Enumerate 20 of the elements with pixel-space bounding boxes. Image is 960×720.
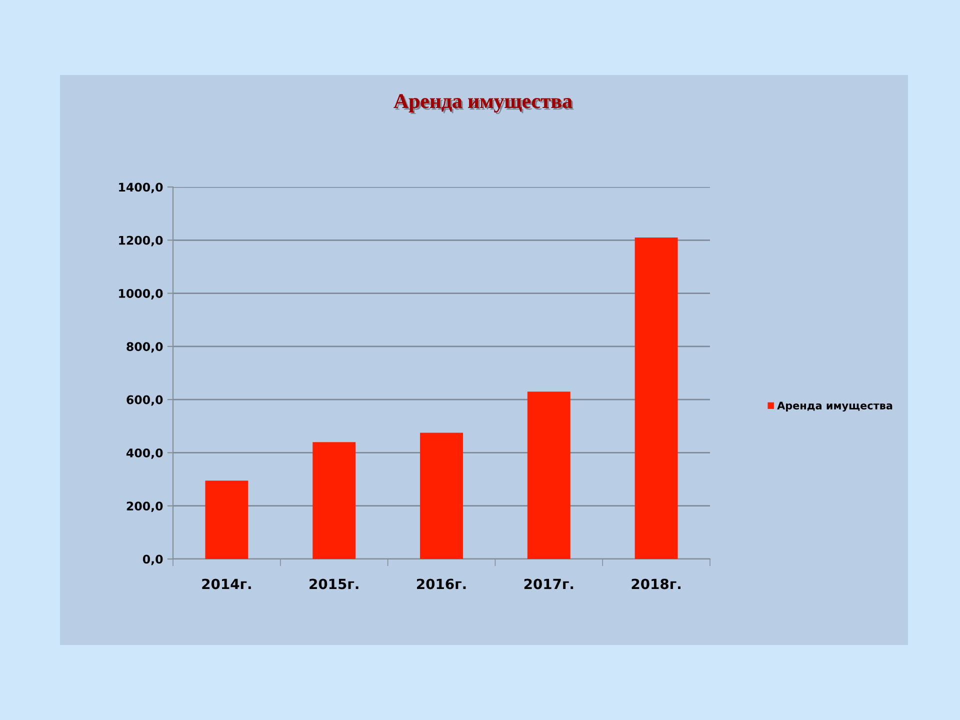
bar: [205, 480, 248, 559]
x-tick-label: 2014г.: [202, 578, 251, 590]
x-tick-label: 2018г.: [632, 578, 680, 590]
y-tick-label: 200,0: [126, 502, 163, 512]
x-tick-label: 2017г.: [524, 578, 574, 590]
y-tick-label: 1200,0: [119, 236, 163, 246]
x-tick-label: 2015г.: [310, 578, 358, 590]
y-tick-label: 1000,0: [119, 289, 163, 300]
y-tick-label: 0,0: [142, 554, 163, 566]
y-tick-label: 800,0: [126, 342, 163, 353]
x-tick-label: 2016г.: [417, 578, 466, 590]
y-tick-label: 600,0: [126, 395, 163, 406]
legend-label: Аренда имущества: [777, 402, 892, 412]
chart-title: Аренда имущества: [394, 94, 574, 114]
bar: [527, 392, 570, 559]
bar: [420, 432, 463, 559]
y-tick-label: 1400,0: [119, 182, 163, 194]
bar: [312, 442, 356, 559]
bar: [634, 237, 678, 559]
y-tick-label: 400,0: [126, 448, 163, 459]
